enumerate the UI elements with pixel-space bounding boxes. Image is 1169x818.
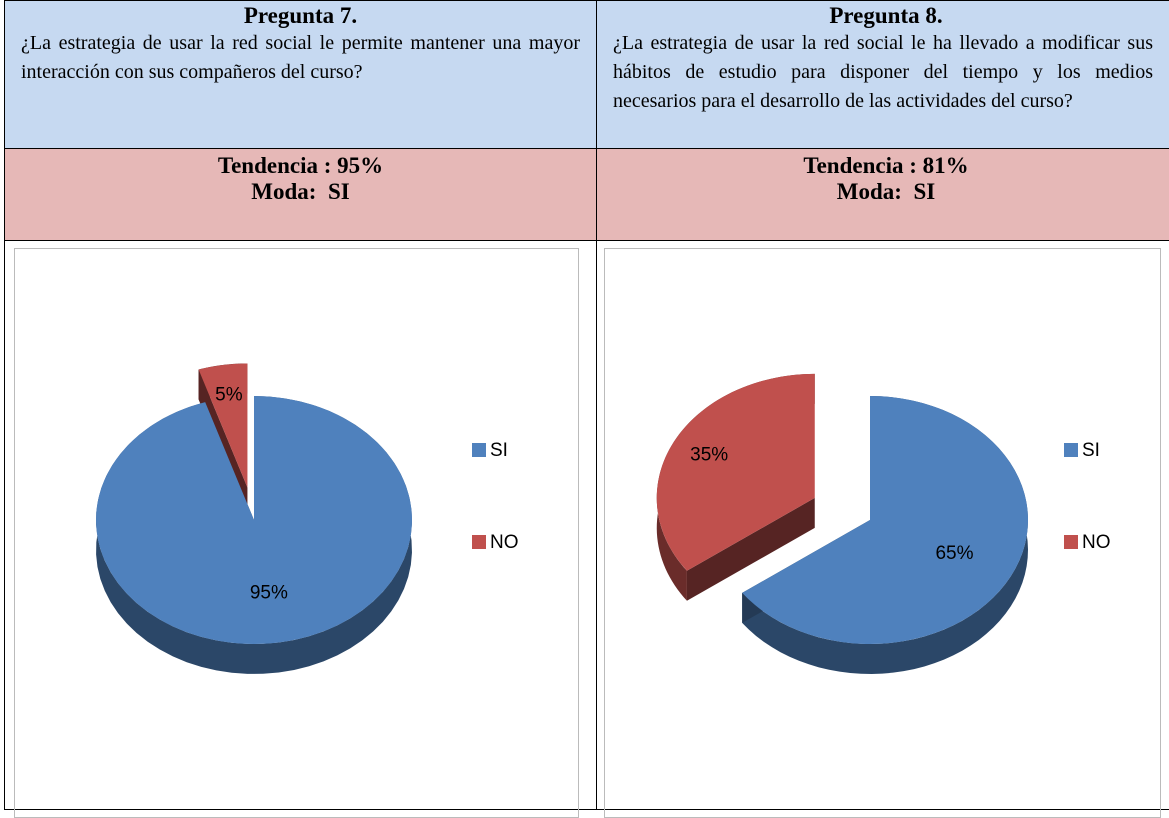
question-text: ¿La estrategia de usar la red social le …	[613, 32, 1153, 112]
slice-side	[742, 396, 1028, 674]
mode: Moda: SI	[836, 179, 936, 204]
question-text: ¿La estrategia de usar la red social le …	[21, 32, 580, 83]
header-cell: Pregunta 7. ¿La estrategia de usar la re…	[4, 0, 597, 149]
legend-label: SI	[490, 440, 508, 461]
page: Pregunta 7. ¿La estrategia de usar la re…	[4, 0, 1169, 818]
slice	[742, 396, 1028, 644]
data-label: 95%	[250, 582, 288, 603]
slice-wall	[686, 497, 815, 601]
question-title: Pregunta 7.	[243, 3, 358, 28]
trend-cell: Tendencia : 81% Moda: SI	[596, 148, 1169, 241]
data-label: 35%	[690, 445, 728, 466]
trend-cell: Tendencia : 95% Moda: SI	[4, 148, 597, 241]
legend-swatch	[472, 443, 486, 457]
slice	[656, 373, 815, 571]
data-label: 65%	[935, 543, 973, 564]
legend-swatch	[1064, 535, 1078, 549]
slice	[198, 363, 248, 488]
legend-swatch	[472, 535, 486, 549]
legend-label: NO	[1082, 532, 1111, 553]
charts: 95% 5% SI NO 65% 35% SI NO	[95, 363, 1111, 674]
mode: Moda: SI	[251, 179, 350, 204]
trend: Tendencia : 95%	[217, 153, 384, 178]
legend-label: NO	[490, 532, 519, 553]
header-cell: Pregunta 8. ¿La estrategia de usar la re…	[596, 0, 1169, 149]
data-label: 5%	[215, 385, 243, 406]
legend-swatch	[1064, 443, 1078, 457]
question-title: Pregunta 8.	[829, 3, 943, 28]
trend: Tendencia : 81%	[803, 153, 969, 178]
legend-label: SI	[1082, 440, 1100, 461]
slice	[95, 396, 412, 644]
